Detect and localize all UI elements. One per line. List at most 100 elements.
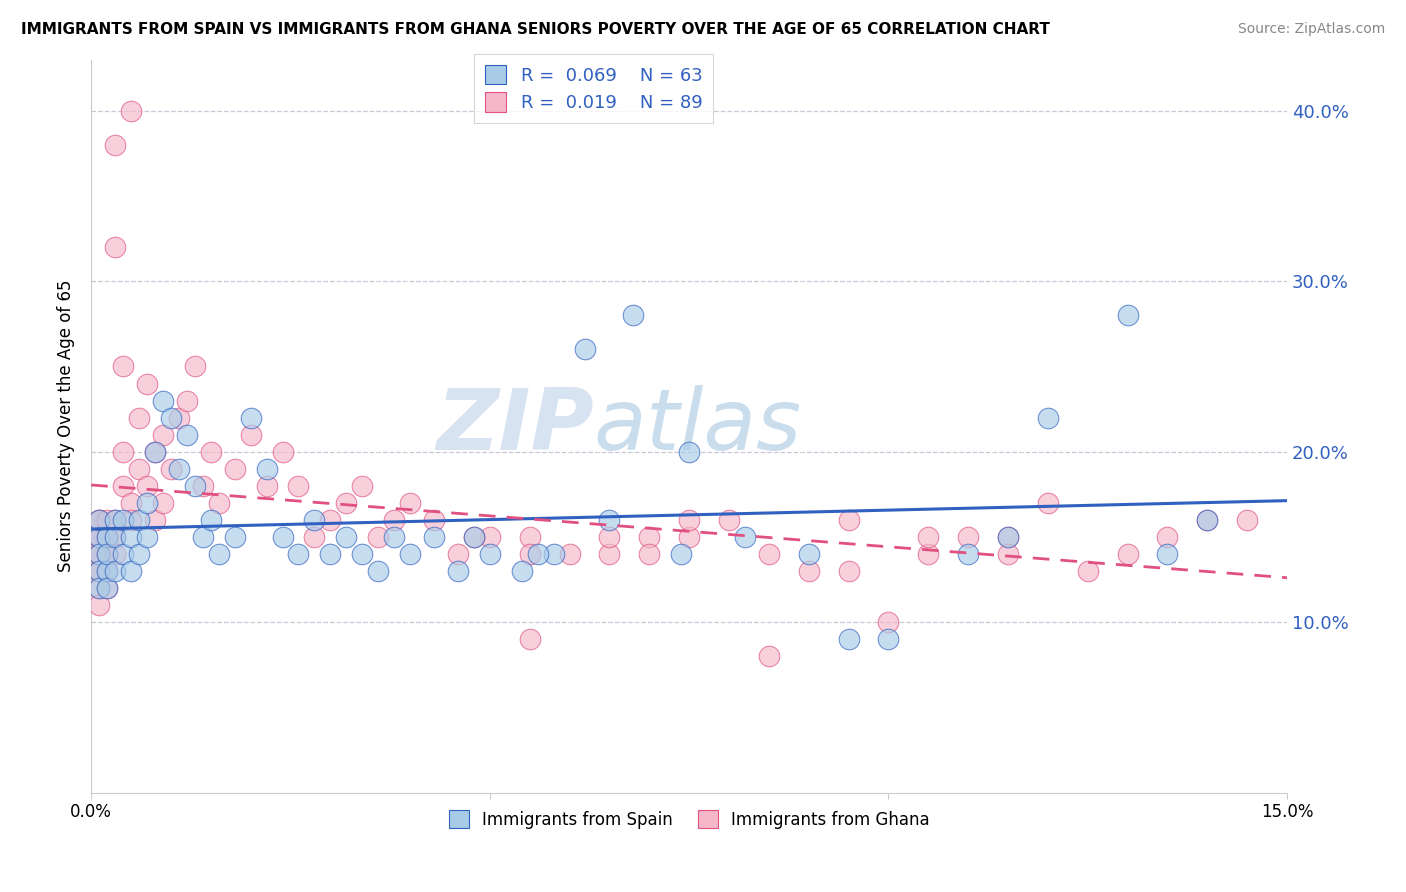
Point [160, 462, 183, 476]
Point [136, 376, 159, 391]
Point [128, 513, 150, 527]
Point [447, 564, 470, 578]
Point [143, 513, 166, 527]
Point [957, 547, 980, 561]
Point [717, 513, 740, 527]
Point [160, 410, 183, 425]
Text: Source: ZipAtlas.com: Source: ZipAtlas.com [1237, 22, 1385, 37]
Point [128, 462, 150, 476]
Point [304, 513, 326, 527]
Point [1236, 513, 1258, 527]
Point [917, 530, 939, 544]
Point [877, 632, 900, 647]
Point [96, 581, 118, 595]
Point [957, 530, 980, 544]
Point [104, 564, 127, 578]
Point [574, 343, 596, 357]
Point [367, 530, 389, 544]
Point [558, 547, 581, 561]
Point [128, 547, 150, 561]
Point [104, 530, 127, 544]
Point [176, 393, 198, 408]
Point [96, 581, 118, 595]
Point [96, 530, 118, 544]
Point [399, 547, 422, 561]
Point [239, 427, 262, 442]
Point [112, 479, 135, 493]
Point [104, 137, 127, 152]
Point [200, 444, 222, 458]
Point [89, 547, 111, 561]
Point [224, 462, 246, 476]
Y-axis label: Seniors Poverty Over the Age of 65: Seniors Poverty Over the Age of 65 [58, 280, 75, 573]
Point [89, 513, 111, 527]
Point [239, 410, 262, 425]
Point [89, 530, 111, 544]
Point [319, 547, 342, 561]
Point [96, 547, 118, 561]
Point [120, 530, 142, 544]
Point [287, 479, 309, 493]
Point [104, 513, 127, 527]
Point [877, 615, 900, 630]
Point [143, 444, 166, 458]
Text: ZIP: ZIP [436, 384, 593, 467]
Point [89, 581, 111, 595]
Point [423, 530, 446, 544]
Point [1116, 547, 1139, 561]
Point [184, 359, 207, 374]
Point [1036, 410, 1059, 425]
Point [598, 530, 620, 544]
Point [447, 547, 470, 561]
Point [519, 547, 541, 561]
Point [1197, 513, 1219, 527]
Point [478, 530, 501, 544]
Point [758, 547, 780, 561]
Point [423, 513, 446, 527]
Point [152, 496, 174, 510]
Point [678, 444, 700, 458]
Point [208, 547, 231, 561]
Point [167, 410, 190, 425]
Point [463, 530, 485, 544]
Point [112, 444, 135, 458]
Point [104, 513, 127, 527]
Point [678, 513, 700, 527]
Point [287, 547, 309, 561]
Point [382, 530, 405, 544]
Point [104, 530, 127, 544]
Point [256, 479, 278, 493]
Point [1116, 308, 1139, 322]
Point [176, 427, 198, 442]
Point [797, 547, 820, 561]
Point [89, 513, 111, 527]
Point [678, 530, 700, 544]
Point [335, 496, 357, 510]
Point [96, 564, 118, 578]
Point [112, 513, 135, 527]
Point [89, 547, 111, 561]
Point [256, 462, 278, 476]
Point [136, 496, 159, 510]
Point [917, 547, 939, 561]
Point [89, 513, 111, 527]
Point [1077, 564, 1099, 578]
Point [112, 547, 135, 561]
Point [543, 547, 565, 561]
Point [89, 547, 111, 561]
Point [838, 632, 860, 647]
Point [96, 530, 118, 544]
Point [271, 444, 294, 458]
Point [669, 547, 692, 561]
Point [136, 479, 159, 493]
Point [352, 547, 374, 561]
Point [319, 513, 342, 527]
Point [120, 564, 142, 578]
Point [1197, 513, 1219, 527]
Point [352, 479, 374, 493]
Point [120, 103, 142, 118]
Point [1036, 496, 1059, 510]
Point [89, 564, 111, 578]
Point [399, 496, 422, 510]
Point [96, 530, 118, 544]
